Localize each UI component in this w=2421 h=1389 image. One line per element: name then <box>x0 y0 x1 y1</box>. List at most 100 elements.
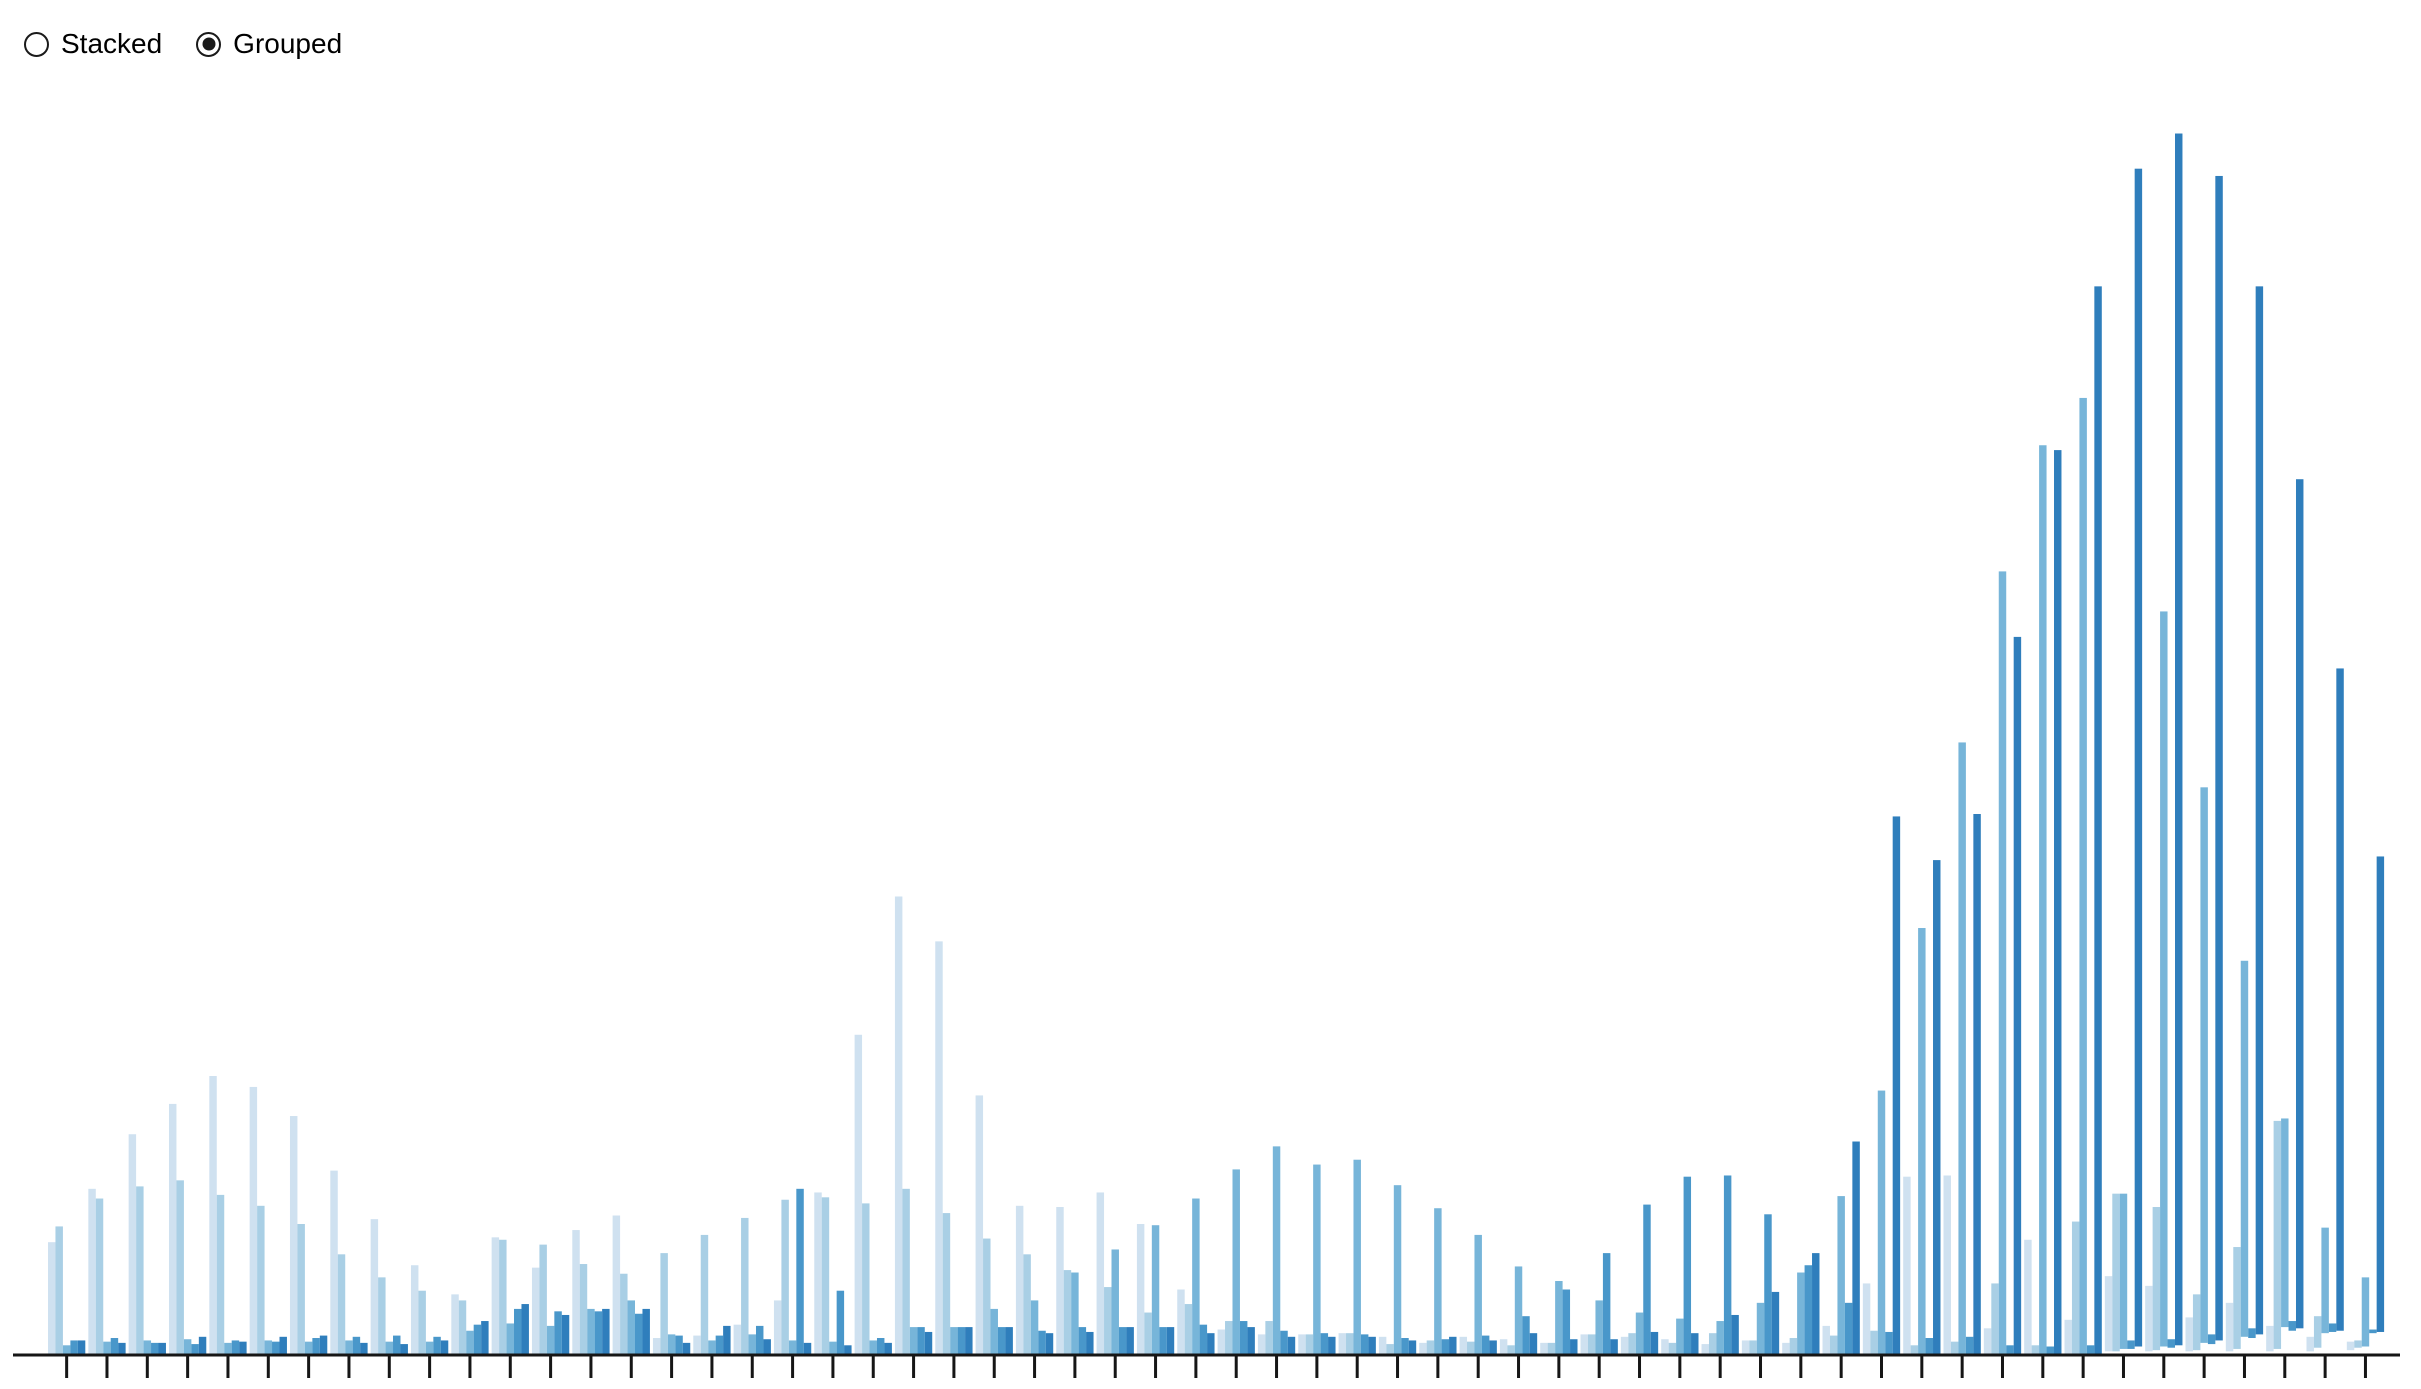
bar-series-3-group-49 <box>1998 571 2007 1355</box>
bar-series-5-group-3 <box>158 1342 166 1355</box>
bar-series-5-group-22 <box>924 1331 933 1355</box>
bar-series-4-group-29 <box>1199 1324 1208 1355</box>
bar-series-5-group-8 <box>360 1342 368 1355</box>
bar-series-5-group-11 <box>481 1321 489 1355</box>
bar-series-1-group-29 <box>1177 1289 1185 1355</box>
bar-series-1-group-41 <box>1661 1339 1669 1355</box>
bar-series-2-group-17 <box>700 1234 709 1355</box>
bar-series-5-group-24 <box>1005 1327 1013 1355</box>
bar-series-2-group-56 <box>2273 1120 2282 1349</box>
bar-series-2-group-1 <box>55 1226 63 1355</box>
bar-series-2-group-21 <box>862 1203 870 1356</box>
bar-series-4-group-47 <box>1925 1338 1934 1355</box>
bar-series-1-group-11 <box>451 1294 459 1355</box>
bar-series-2-group-2 <box>95 1198 104 1355</box>
bar-series-3-group-42 <box>1716 1321 1724 1355</box>
bar-series-5-group-2 <box>118 1342 126 1355</box>
bar-series-1-group-1 <box>48 1242 56 1355</box>
bars-layer <box>48 133 2385 1356</box>
bar-series-1-group-35 <box>1419 1342 1427 1355</box>
bar-series-2-group-26 <box>1063 1270 1072 1355</box>
bar-series-3-group-9 <box>385 1341 394 1355</box>
bar-series-3-group-3 <box>143 1340 152 1355</box>
bar-series-3-group-21 <box>869 1340 877 1355</box>
bar-series-3-group-51 <box>2079 397 2087 1355</box>
bar-series-2-group-12 <box>499 1239 507 1355</box>
bar-series-3-group-34 <box>1393 1185 1402 1355</box>
bar-series-2-group-39 <box>1588 1334 1596 1355</box>
bar-series-5-group-10 <box>440 1340 449 1355</box>
bar-series-4-group-25 <box>1038 1330 1046 1355</box>
bar-series-1-group-36 <box>1459 1336 1468 1356</box>
bar-series-3-group-8 <box>345 1340 353 1355</box>
bar-series-5-group-37 <box>1529 1333 1538 1355</box>
stacked-radio-input[interactable] <box>24 31 49 57</box>
bar-series-2-group-31 <box>1265 1321 1273 1355</box>
bar-series-2-group-33 <box>1346 1333 1354 1355</box>
bar-series-3-group-56 <box>2281 1118 2289 1328</box>
grouped-radio-input[interactable] <box>196 31 222 57</box>
bar-series-3-group-11 <box>466 1330 474 1355</box>
bar-series-5-group-9 <box>400 1344 408 1355</box>
bar-series-1-group-51 <box>2064 1319 2072 1355</box>
bar-series-5-group-15 <box>642 1308 650 1355</box>
bar-series-1-group-13 <box>531 1267 540 1355</box>
bar-series-4-group-53 <box>2167 1339 2175 1348</box>
bar-series-1-group-32 <box>1298 1334 1306 1355</box>
bar-series-2-group-55 <box>2233 1247 2241 1349</box>
bar-series-3-group-7 <box>304 1341 313 1355</box>
bar-series-4-group-5 <box>231 1340 240 1355</box>
bar-series-1-group-39 <box>1580 1334 1588 1355</box>
bar-series-4-group-8 <box>352 1336 361 1356</box>
bar-series-4-group-15 <box>635 1313 643 1355</box>
bar-series-3-group-16 <box>667 1334 676 1355</box>
bar-series-3-group-32 <box>1313 1164 1321 1355</box>
bar-series-4-group-36 <box>1481 1335 1490 1355</box>
bar-series-3-group-30 <box>1232 1169 1240 1355</box>
bar-series-1-group-33 <box>1338 1333 1347 1355</box>
bar-series-4-group-42 <box>1723 1175 1732 1355</box>
bar-series-4-group-20 <box>836 1290 845 1355</box>
bar-series-3-group-5 <box>224 1342 232 1355</box>
bar-series-5-group-55 <box>2255 286 2264 1335</box>
bar-series-2-group-54 <box>2192 1294 2201 1351</box>
bar-series-5-group-1 <box>77 1340 86 1355</box>
bar-series-4-group-23 <box>957 1327 966 1355</box>
bar-series-3-group-25 <box>1030 1300 1039 1355</box>
radio-option-stacked[interactable]: Stacked <box>24 30 162 58</box>
bar-series-5-group-41 <box>1691 1333 1699 1355</box>
bar-series-4-group-6 <box>272 1341 280 1355</box>
bar-series-4-group-43 <box>1764 1214 1772 1355</box>
bar-series-2-group-38 <box>1547 1342 1556 1355</box>
bar-series-2-group-28 <box>1144 1312 1152 1356</box>
bar-series-2-group-23 <box>942 1213 951 1355</box>
bar-series-5-group-51 <box>2094 286 2102 1356</box>
bar-series-3-group-48 <box>1958 742 1966 1355</box>
bar-series-4-group-34 <box>1401 1338 1409 1355</box>
bar-series-2-group-24 <box>983 1238 991 1355</box>
radio-option-grouped[interactable]: Grouped <box>196 30 342 58</box>
bar-series-4-group-30 <box>1239 1321 1248 1355</box>
bar-series-4-group-48 <box>1965 1336 1974 1356</box>
bar-series-1-group-48 <box>1943 1175 1951 1355</box>
bar-series-3-group-2 <box>103 1341 111 1355</box>
bar-series-4-group-37 <box>1522 1316 1530 1355</box>
bar-series-4-group-24 <box>997 1327 1006 1355</box>
bar-series-1-group-45 <box>1822 1325 1830 1355</box>
bar-series-4-group-32 <box>1320 1333 1329 1355</box>
bar-series-1-group-22 <box>894 896 903 1355</box>
bar-series-4-group-57 <box>2328 1323 2337 1332</box>
bar-series-4-group-44 <box>1804 1265 1813 1355</box>
bar-series-5-group-13 <box>561 1314 570 1355</box>
bar-series-2-group-18 <box>741 1217 749 1355</box>
bar-series-1-group-31 <box>1257 1334 1266 1355</box>
bar-series-3-group-18 <box>748 1334 756 1355</box>
bar-series-4-group-22 <box>917 1327 925 1355</box>
bar-series-3-group-53 <box>2160 611 2168 1347</box>
bar-series-5-group-42 <box>1731 1314 1739 1355</box>
bar-series-3-group-1 <box>62 1345 71 1355</box>
bar-series-4-group-38 <box>1562 1289 1571 1355</box>
bar-series-3-group-47 <box>1918 928 1926 1355</box>
layout-switcher: Stacked Grouped <box>24 30 342 58</box>
bar-series-1-group-34 <box>1378 1336 1387 1356</box>
